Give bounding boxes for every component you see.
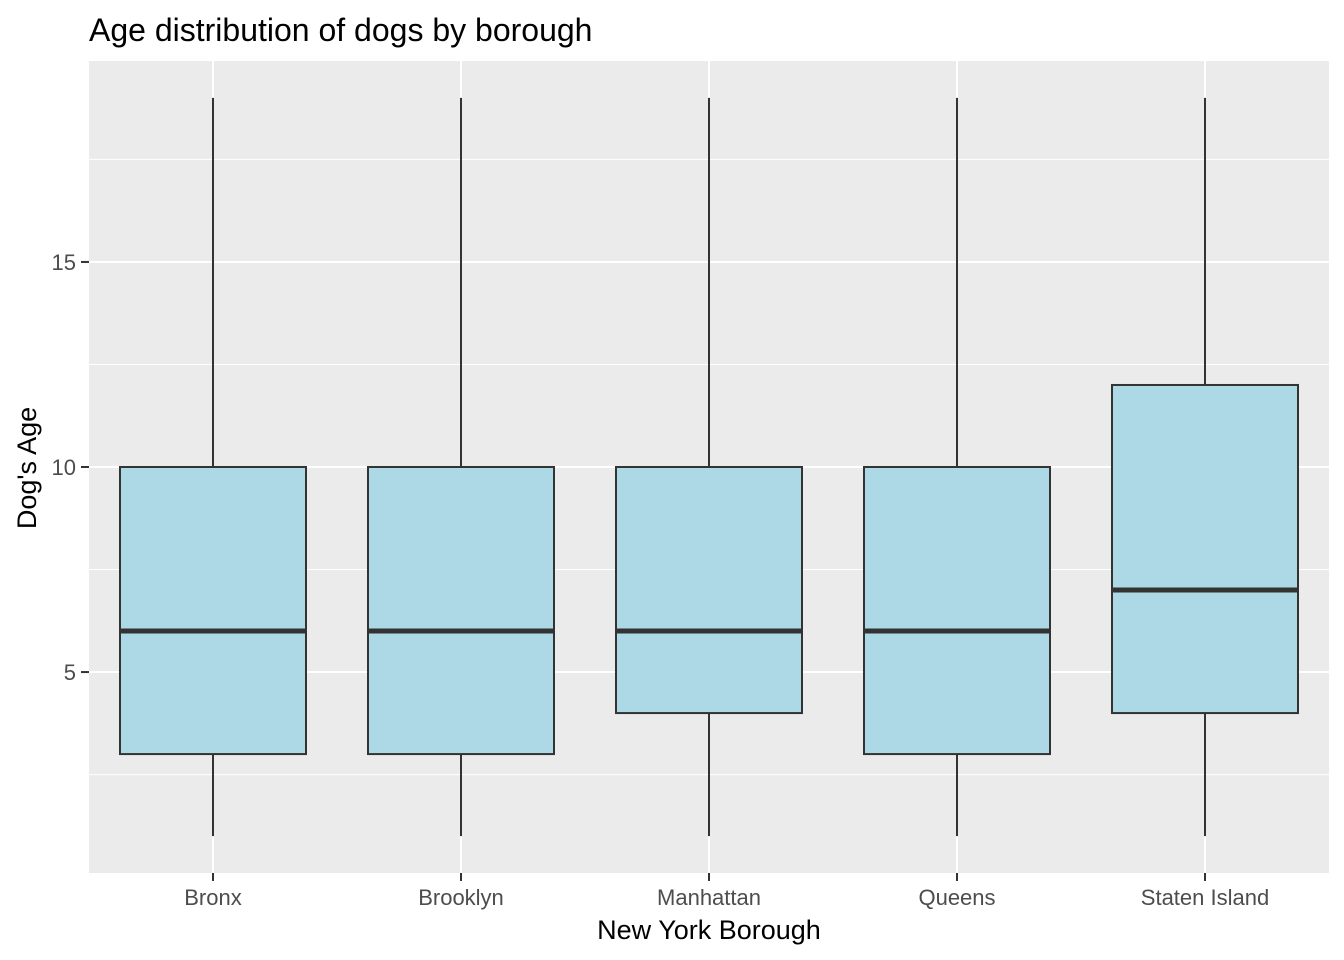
box (367, 466, 555, 756)
axes: 5 10 15 Bronx Brooklyn Manhattan Queens Staten … (52, 250, 1270, 910)
box (119, 466, 307, 756)
box (1111, 383, 1299, 715)
x-tick-label: Manhattan (657, 885, 761, 910)
box (615, 466, 803, 715)
x-axis-title: New York Borough (597, 915, 821, 945)
x-tick-label: Queens (918, 885, 995, 910)
y-tick-label: 10 (52, 455, 76, 480)
x-tick-label: Bronx (184, 885, 241, 910)
y-tick-label: 15 (52, 250, 76, 275)
boxes (119, 97, 1299, 837)
x-tick-label: Staten Island (1141, 885, 1269, 910)
box (863, 466, 1051, 756)
chart-title: Age distribution of dogs by borough (89, 12, 592, 48)
y-tick-label: 5 (64, 660, 76, 685)
y-axis-title: Dog's Age (12, 407, 42, 529)
x-tick-label: Brooklyn (418, 885, 504, 910)
